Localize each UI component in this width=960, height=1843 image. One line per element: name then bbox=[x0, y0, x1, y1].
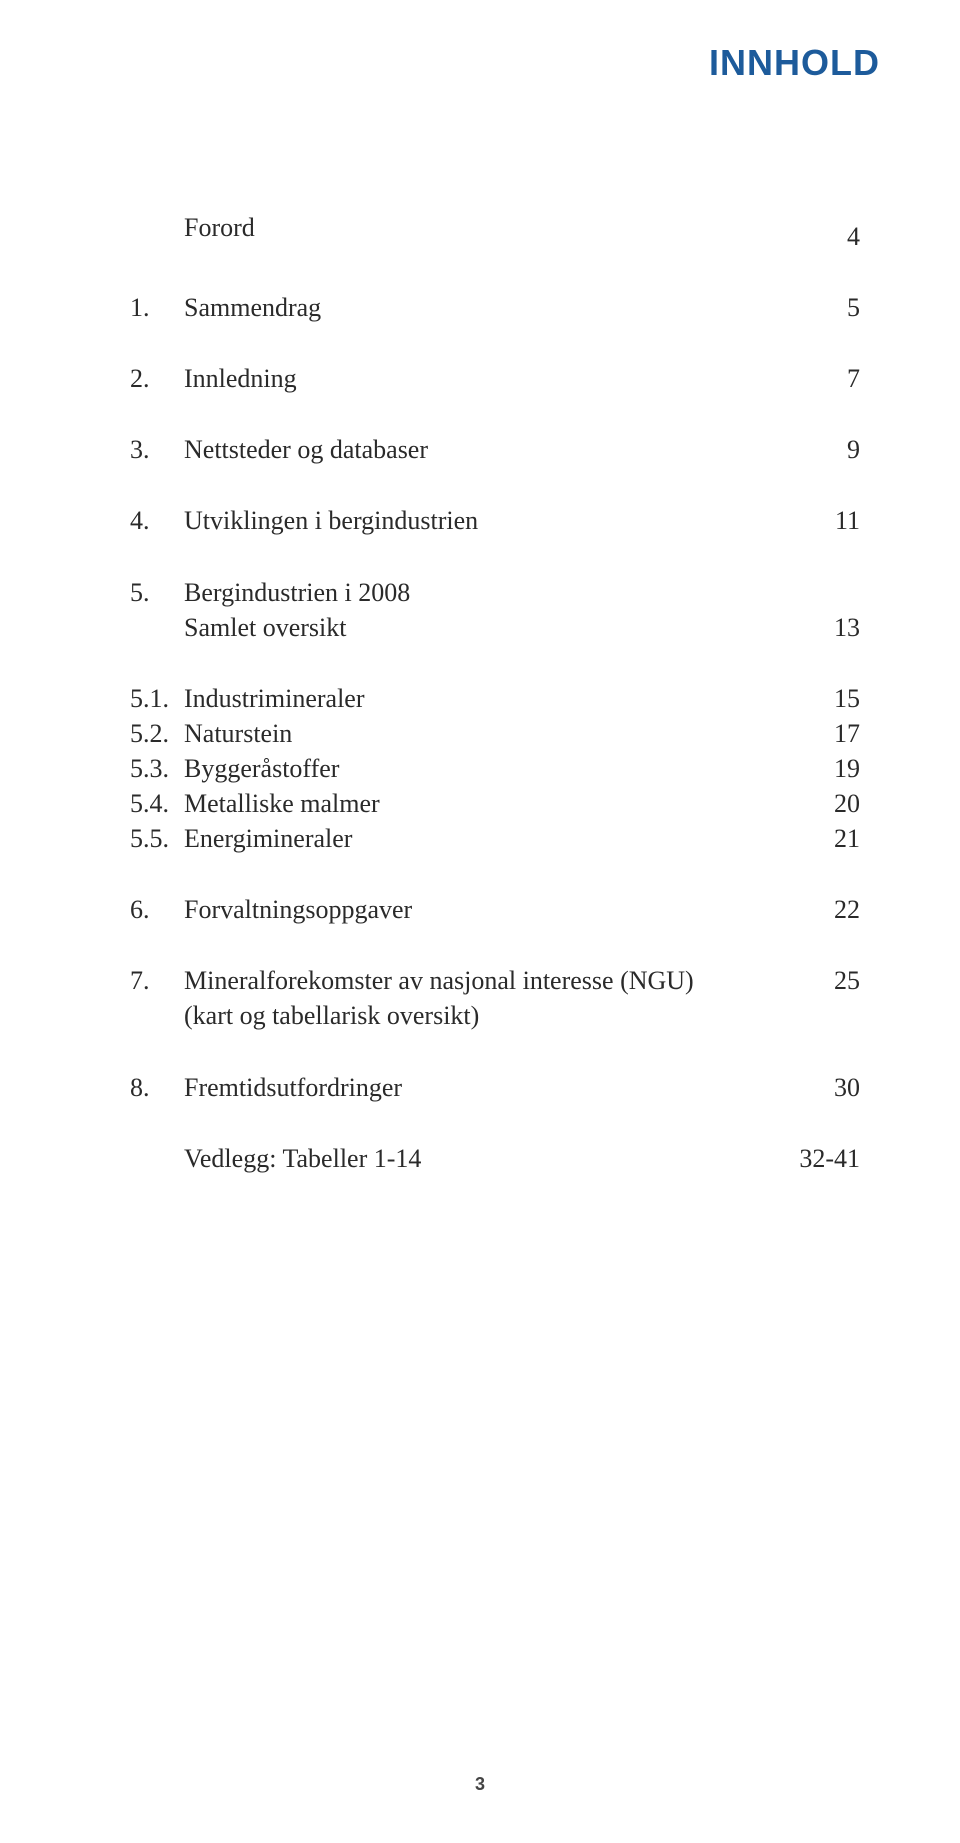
toc-page: 4 bbox=[780, 219, 860, 254]
toc-label: Metalliske malmer bbox=[184, 786, 380, 821]
toc-num: 5.3. bbox=[130, 751, 184, 786]
toc-label: Bergindustrien i 2008 bbox=[184, 575, 410, 610]
toc-page: 17 bbox=[780, 716, 860, 751]
toc-page: 22 bbox=[780, 892, 860, 927]
toc-num: 4. bbox=[130, 503, 184, 538]
page-number: 3 bbox=[0, 1774, 960, 1795]
toc-label: Industrimineraler bbox=[184, 681, 365, 716]
toc-label: Forord bbox=[184, 210, 255, 245]
toc-num: 3. bbox=[130, 432, 184, 467]
toc-page: 9 bbox=[780, 432, 860, 467]
toc-page: 7 bbox=[780, 361, 860, 396]
toc-entry: Vedlegg: Tabeller 1-14 32-41 bbox=[130, 1141, 860, 1176]
toc-entry: 8. Fremtidsutfordringer 30 bbox=[130, 1070, 860, 1105]
toc-num: 2. bbox=[130, 361, 184, 396]
toc-label: Fremtidsutfordringer bbox=[184, 1070, 402, 1105]
toc-entry: 4. Utviklingen i bergindustrien 11 bbox=[130, 503, 860, 538]
toc-entry: 5.1. Industrimineraler 15 bbox=[130, 681, 860, 716]
toc-page: 25 bbox=[780, 963, 860, 998]
document-page: INNHOLD Forord 4 1. Sammendrag 5 2. Innl… bbox=[0, 0, 960, 1843]
toc-page: 11 bbox=[780, 503, 860, 538]
toc-page: 20 bbox=[780, 786, 860, 821]
toc-num: 1. bbox=[130, 290, 184, 325]
toc-page: 30 bbox=[780, 1070, 860, 1105]
toc-entry: 3. Nettsteder og databaser 9 bbox=[130, 432, 860, 467]
toc-page: 15 bbox=[780, 681, 860, 716]
section-header: INNHOLD bbox=[709, 42, 880, 84]
toc-label: Naturstein bbox=[184, 716, 292, 751]
toc-num: 5. bbox=[130, 575, 184, 610]
toc-num: 8. bbox=[130, 1070, 184, 1105]
toc-label: (kart og tabellarisk oversikt) bbox=[130, 998, 479, 1033]
toc-num: 5.5. bbox=[130, 821, 184, 856]
toc-label: Innledning bbox=[184, 361, 297, 396]
toc-label: Nettsteder og databaser bbox=[184, 432, 428, 467]
toc-entry: 5.5. Energimineraler 21 bbox=[130, 821, 860, 856]
toc-entry: 1. Sammendrag 5 bbox=[130, 290, 860, 325]
toc-label: Forvaltningsoppgaver bbox=[184, 892, 412, 927]
toc-entry: 5.4. Metalliske malmer 20 bbox=[130, 786, 860, 821]
toc-entry: (kart og tabellarisk oversikt) bbox=[130, 998, 860, 1033]
toc-label: Vedlegg: Tabeller 1-14 bbox=[130, 1141, 421, 1176]
toc-num: 5.4. bbox=[130, 786, 184, 821]
toc-num: 5.1. bbox=[130, 681, 184, 716]
toc-page: 32-41 bbox=[780, 1141, 860, 1176]
toc-label: Utviklingen i bergindustrien bbox=[184, 503, 478, 538]
toc-entry: 2. Innledning 7 bbox=[130, 361, 860, 396]
toc-entry: 5. Bergindustrien i 2008 bbox=[130, 575, 860, 610]
toc-entry: 6. Forvaltningsoppgaver 22 bbox=[130, 892, 860, 927]
toc-entry: 5.2. Naturstein 17 bbox=[130, 716, 860, 751]
toc-label: Sammendrag bbox=[184, 290, 321, 325]
toc-page: 19 bbox=[780, 751, 860, 786]
toc-label: Samlet oversikt bbox=[130, 610, 346, 645]
toc-num: 5.2. bbox=[130, 716, 184, 751]
toc-num bbox=[130, 210, 184, 245]
toc-num: 7. bbox=[130, 963, 184, 998]
toc-label: Mineralforekomster av nasjonal interesse… bbox=[184, 963, 694, 998]
toc-label: Energimineraler bbox=[184, 821, 352, 856]
table-of-contents: Forord 4 1. Sammendrag 5 2. Innledning 7… bbox=[130, 210, 860, 1176]
toc-entry: Samlet oversikt 13 bbox=[130, 610, 860, 645]
toc-num: 6. bbox=[130, 892, 184, 927]
toc-page: 13 bbox=[780, 610, 860, 645]
toc-entry: 7. Mineralforekomster av nasjonal intere… bbox=[130, 963, 860, 998]
toc-page: 5 bbox=[780, 290, 860, 325]
toc-page: 21 bbox=[780, 821, 860, 856]
toc-entry: Forord 4 bbox=[130, 210, 860, 254]
toc-label: Byggeråstoffer bbox=[184, 751, 339, 786]
toc-entry: 5.3. Byggeråstoffer 19 bbox=[130, 751, 860, 786]
